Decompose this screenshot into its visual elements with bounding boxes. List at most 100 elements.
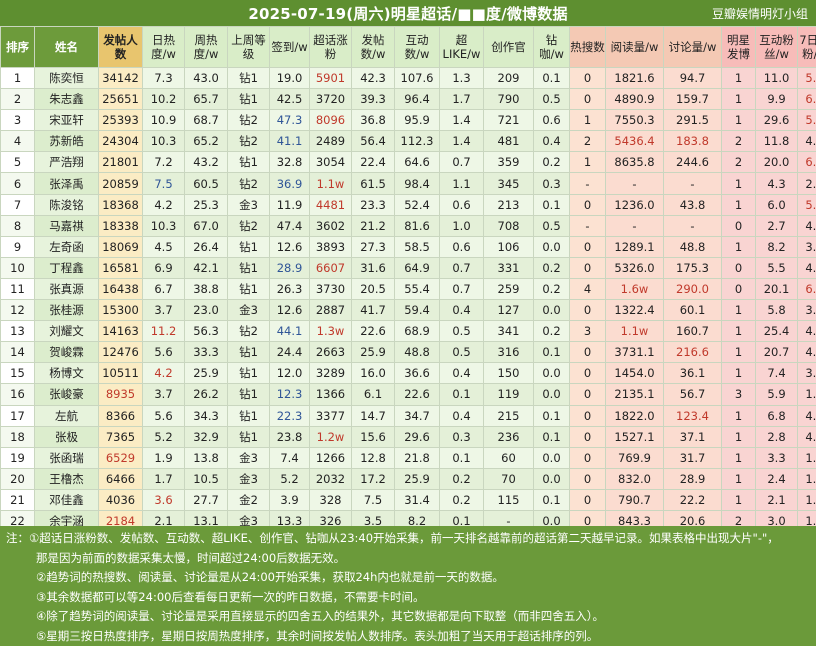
table-cell: 0.3 xyxy=(440,426,484,447)
table-cell: 43.8 xyxy=(664,194,722,215)
table-cell: 1.1 xyxy=(798,489,816,510)
table-cell: 216.6 xyxy=(664,342,722,363)
table-cell: 119 xyxy=(484,384,534,405)
table-cell: 0 xyxy=(570,300,606,321)
table-cell: 0 xyxy=(570,89,606,110)
table-cell: 6607 xyxy=(310,257,352,278)
table-cell: 41.7 xyxy=(352,300,395,321)
table-cell: 7.5 xyxy=(143,173,185,194)
table-cell: 钻1 xyxy=(228,405,270,426)
star-name-cell: 左航 xyxy=(35,405,99,426)
table-cell: 68.9 xyxy=(395,321,440,342)
table-cell: 0 xyxy=(722,257,756,278)
table-cell: 钻2 xyxy=(228,215,270,236)
table-cell: 32.8 xyxy=(270,152,310,173)
table-cell: 5901 xyxy=(310,68,352,89)
table-cell: 6.1 xyxy=(798,152,816,173)
table-cell: 1.3 xyxy=(440,68,484,89)
column-header: 日热度/w xyxy=(143,27,185,68)
table-cell: 2489 xyxy=(310,131,352,152)
table-cell: 1 xyxy=(722,236,756,257)
table-cell: 20.0 xyxy=(756,152,798,173)
table-cell: 3.3 xyxy=(798,363,816,384)
table-cell: 20859 xyxy=(99,173,143,194)
table-cell: 2 xyxy=(570,131,606,152)
table-cell: 0 xyxy=(570,405,606,426)
table-cell: 24304 xyxy=(99,131,143,152)
star-name-cell: 刘耀文 xyxy=(35,321,99,342)
table-cell: 36.9 xyxy=(270,173,310,194)
table-cell: 721 xyxy=(484,110,534,131)
table-cell: 26.3 xyxy=(270,278,310,299)
table-cell: 7.4 xyxy=(270,447,310,468)
table-cell: 钻1 xyxy=(228,278,270,299)
table-cell: 1 xyxy=(722,110,756,131)
table-cell: 25.9 xyxy=(395,468,440,489)
table-cell: 金3 xyxy=(228,468,270,489)
table-cell: 0.1 xyxy=(534,489,570,510)
table-cell: 12.6 xyxy=(270,236,310,257)
table-cell: 36.6 xyxy=(395,363,440,384)
table-cell: 钻1 xyxy=(228,152,270,173)
table-cell: 钻2 xyxy=(228,131,270,152)
table-cell: 10.9 xyxy=(143,110,185,131)
table-cell: 13 xyxy=(1,321,35,342)
table-cell: 钻1 xyxy=(228,363,270,384)
table-cell: 0.0 xyxy=(534,468,570,489)
table-cell: 11.8 xyxy=(756,131,798,152)
star-name-cell: 张桂源 xyxy=(35,300,99,321)
table-cell: 0.1 xyxy=(534,68,570,89)
table-cell: 0 xyxy=(570,489,606,510)
table-cell: 0 xyxy=(570,194,606,215)
table-cell: 21.8 xyxy=(395,447,440,468)
table-cell: 1 xyxy=(722,405,756,426)
table-cell: 5.6 xyxy=(143,405,185,426)
table-cell: 0.7 xyxy=(440,278,484,299)
table-cell: 1.7 xyxy=(798,468,816,489)
table-cell: 0.2 xyxy=(534,257,570,278)
table-cell: 4.8 xyxy=(798,257,816,278)
table-cell: 25393 xyxy=(99,110,143,131)
star-name-cell: 苏新皓 xyxy=(35,131,99,152)
table-cell: 8635.8 xyxy=(606,152,664,173)
table-cell: 1289.1 xyxy=(606,236,664,257)
table-cell: 3054 xyxy=(310,152,352,173)
note-line: ④除了趋势词的阅读量、讨论量是采用直接显示的四舍五入的结果外，其它数据都是向下取… xyxy=(36,607,604,627)
table-cell: 0.5 xyxy=(440,321,484,342)
table-cell: 2 xyxy=(1,89,35,110)
table-cell: 6.5 xyxy=(798,89,816,110)
table-cell: 0.4 xyxy=(534,131,570,152)
table-cell: 58.5 xyxy=(395,236,440,257)
table-cell: 44.1 xyxy=(270,321,310,342)
table-cell: 钻1 xyxy=(228,384,270,405)
table-cell: 3 xyxy=(1,110,35,131)
star-name-cell: 张峻豪 xyxy=(35,384,99,405)
note-line: ③其余数据都可以等24:00后查看每日更新一次的昨日数据，不需要卡时间。 xyxy=(36,588,424,608)
table-cell: 3377 xyxy=(310,405,352,426)
table-cell: 215 xyxy=(484,405,534,426)
table-cell: 12 xyxy=(1,300,35,321)
table-cell: 1 xyxy=(722,468,756,489)
table-cell: 22.2 xyxy=(664,489,722,510)
table-cell: 1 xyxy=(722,300,756,321)
table-cell: 64.9 xyxy=(395,257,440,278)
table-cell: 1 xyxy=(722,89,756,110)
table-cell: 107.6 xyxy=(395,68,440,89)
table-cell: 39.3 xyxy=(352,89,395,110)
table-cell: 42.5 xyxy=(270,89,310,110)
table-cell: 34.7 xyxy=(395,405,440,426)
table-cell: 0.1 xyxy=(534,342,570,363)
table-cell: 43.0 xyxy=(185,68,228,89)
table-cell: 15300 xyxy=(99,300,143,321)
table-cell: 7.5 xyxy=(352,489,395,510)
table-cell: 0 xyxy=(570,257,606,278)
table-cell: 18069 xyxy=(99,236,143,257)
table-cell: 0.4 xyxy=(440,363,484,384)
table-cell: 14 xyxy=(1,342,35,363)
table-cell: 钻1 xyxy=(228,89,270,110)
column-header: 发帖数/w xyxy=(352,27,395,68)
